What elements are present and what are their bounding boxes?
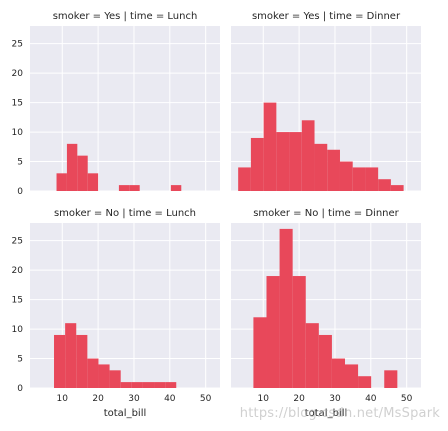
- facet-panel-3: smoker = No | time = Lunch 0 5 10 15 20 25 10 20…: [12, 208, 220, 419]
- histogram-bar: [54, 334, 66, 388]
- panel-background: [30, 26, 220, 191]
- histogram-bar: [331, 358, 345, 388]
- histogram-bar: [87, 173, 99, 191]
- y-tick-label: 0: [17, 187, 23, 197]
- histogram-bar: [118, 185, 130, 191]
- histogram-bar: [314, 143, 328, 191]
- histogram-bar: [263, 102, 277, 191]
- y-tick-label: 15: [12, 99, 23, 109]
- histogram-bar: [339, 161, 353, 191]
- histogram-bar: [154, 382, 166, 388]
- histogram-bar: [327, 149, 340, 191]
- facet-panel-2: smoker = Yes | time = Dinner: [231, 11, 421, 192]
- x-tick-label: 40: [365, 394, 377, 404]
- y-tick-label: 0: [17, 384, 23, 394]
- histogram-bar: [87, 358, 99, 388]
- histogram-bar: [165, 382, 177, 388]
- histogram-bar: [365, 167, 379, 191]
- panel-title: smoker = No | time = Lunch: [54, 208, 196, 219]
- panel-title: smoker = Yes | time = Dinner: [252, 11, 401, 22]
- histogram-bar: [253, 317, 267, 388]
- histogram-bar: [318, 334, 332, 388]
- histogram-bar: [292, 276, 306, 388]
- y-tick-label: 20: [12, 69, 24, 79]
- x-axis-label: total_bill: [305, 408, 348, 419]
- histogram-bar: [390, 185, 404, 191]
- x-tick-label: 30: [128, 394, 140, 404]
- histogram-bar: [109, 370, 121, 388]
- histogram-bar: [77, 155, 88, 191]
- y-tick-label: 25: [12, 237, 23, 247]
- histogram-bar: [345, 364, 359, 388]
- histogram-bar: [65, 323, 77, 388]
- histogram-bar: [358, 376, 372, 388]
- histogram-bar: [170, 185, 182, 191]
- histogram-bar: [76, 334, 88, 388]
- histogram-bar: [142, 382, 155, 388]
- histogram-bar: [266, 276, 280, 388]
- histogram-bar: [56, 173, 67, 191]
- histogram-bar: [129, 185, 140, 191]
- histogram-bar: [131, 382, 143, 388]
- x-tick-label: 20: [92, 394, 104, 404]
- histogram-bar: [279, 228, 293, 388]
- x-tick-label: 10: [258, 394, 270, 404]
- y-tick-label: 5: [17, 158, 23, 168]
- x-axis-label: total_bill: [104, 408, 147, 419]
- histogram-bar: [276, 132, 290, 191]
- histogram-bar: [66, 143, 78, 191]
- x-tick-label: 10: [57, 394, 69, 404]
- histogram-bar: [238, 167, 251, 191]
- x-tick-label: 20: [293, 394, 305, 404]
- y-tick-label: 25: [12, 40, 23, 50]
- histogram-bar: [250, 137, 264, 191]
- y-tick-label: 15: [12, 296, 23, 306]
- histogram-bar: [289, 132, 302, 191]
- facet-panel-1: smoker = Yes | time = Lunch 0 5 10 15 20 25: [12, 11, 220, 197]
- y-tick-label: 10: [12, 128, 24, 138]
- y-tick-label: 10: [12, 325, 24, 335]
- histogram-bar: [352, 167, 366, 191]
- histogram-bar: [98, 364, 110, 388]
- y-tick-label: 5: [17, 355, 23, 365]
- x-tick-label: 50: [401, 394, 413, 404]
- x-tick-label: 50: [200, 394, 212, 404]
- histogram-bar: [301, 120, 315, 191]
- x-tick-label: 30: [329, 394, 341, 404]
- panel-title: smoker = Yes | time = Lunch: [53, 11, 198, 22]
- panel-title: smoker = No | time = Dinner: [253, 208, 399, 219]
- x-tick-label: 40: [164, 394, 176, 404]
- histogram-bar: [378, 179, 391, 191]
- histogram-bar: [120, 382, 132, 388]
- histogram-bar: [384, 370, 398, 388]
- y-tick-label: 20: [12, 266, 24, 276]
- facet-panel-4: smoker = No | time = Dinner 10 20 30 40 50 tot…: [231, 208, 421, 419]
- histogram-bar: [305, 323, 319, 388]
